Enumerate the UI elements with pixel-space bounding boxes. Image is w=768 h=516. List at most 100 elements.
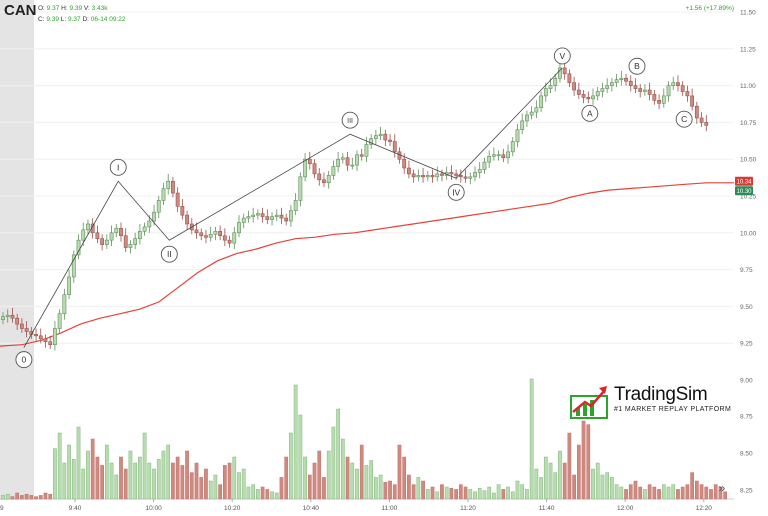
candle [350,157,355,170]
candle [491,147,496,161]
candle [694,101,699,124]
candle [609,78,614,92]
volume-bar [222,465,227,500]
volume-bar [355,468,359,500]
wave-label-circle [553,47,571,65]
candle-body [1,316,5,320]
candle-body [609,82,614,86]
candle-body [685,91,690,97]
candle [76,234,81,260]
volume-bar [482,490,487,500]
double-chevron-right-icon[interactable]: » [718,481,726,495]
candle-body [661,95,666,104]
candle [10,307,15,323]
volume-bar [298,414,303,500]
volume-bar [595,462,600,500]
candle-body [600,88,605,92]
volume-bar [1,495,5,500]
volume-bar [218,484,222,500]
candle [633,78,638,93]
candle-body [128,244,133,248]
candle-body [322,179,326,184]
volume-bar [270,491,274,500]
volume-bar [652,486,657,500]
candle [458,169,463,183]
candle [331,160,336,180]
candle [180,198,185,220]
volume-bar [227,462,232,500]
candle [676,75,680,92]
volume-bar [119,456,123,500]
volume-bar [628,484,633,500]
volume-bar [199,477,204,500]
candle-body [213,231,218,235]
candle-body [482,161,487,170]
price-tick-label: 10.00 [740,230,757,237]
candle [690,88,695,111]
time-tick-label-partial: 9 [0,505,4,512]
candle [572,76,577,96]
volume-bar [411,484,416,500]
volume-bar [619,486,624,500]
volume-bar [496,484,501,500]
wave-label-text: B [634,61,640,71]
candle [194,222,199,239]
candle [624,73,628,86]
candle-body [364,144,369,157]
candle [487,150,492,169]
volume-bar [685,484,690,500]
volume-bar [647,484,652,500]
candle [473,166,477,182]
candle [317,168,322,186]
volume-bar [572,474,576,500]
candle-body [591,95,595,100]
candle-body [407,167,411,175]
candle [133,232,138,249]
candle [123,228,128,252]
volume-bar [591,468,595,500]
candle [520,113,525,135]
candle [553,73,558,92]
candle-body [694,105,699,119]
wave-label-c: C [675,110,693,128]
volume-bar [142,432,147,500]
candle-body [326,175,331,184]
candle-body [487,155,492,163]
volume-bar [562,462,567,500]
wave-label-iii: III [341,111,359,129]
volume-bar [543,456,548,500]
candle-body [373,135,378,139]
candle [558,62,562,83]
volume-bar [586,424,591,500]
price-tick-label: 11.25 [740,46,756,53]
candle [1,312,5,325]
candle [657,94,661,110]
volume-bar [336,408,340,500]
candle [638,84,643,98]
volume-bar [67,444,71,500]
wave-label-circle [341,111,359,129]
candle [67,269,71,300]
candle-body [104,239,109,245]
volume-bar [392,484,397,500]
volume-bar [345,456,350,500]
volume-bar [171,462,175,500]
open-value: 9.37 [46,5,60,12]
candle-body [57,313,62,329]
candle-body [199,232,204,237]
wave-label-i: I [109,158,127,176]
candle [482,157,487,174]
volume-bar [166,444,171,500]
candle-body [227,239,232,244]
volume-bar [666,486,671,500]
volume-bar [24,493,29,500]
candle-body [19,323,24,329]
candle [463,169,468,183]
candle-body [383,133,388,141]
candle-body [293,200,298,212]
candle [543,82,548,102]
candle-body [647,89,652,95]
volume-bar [289,432,293,500]
volume-bar [104,444,109,500]
